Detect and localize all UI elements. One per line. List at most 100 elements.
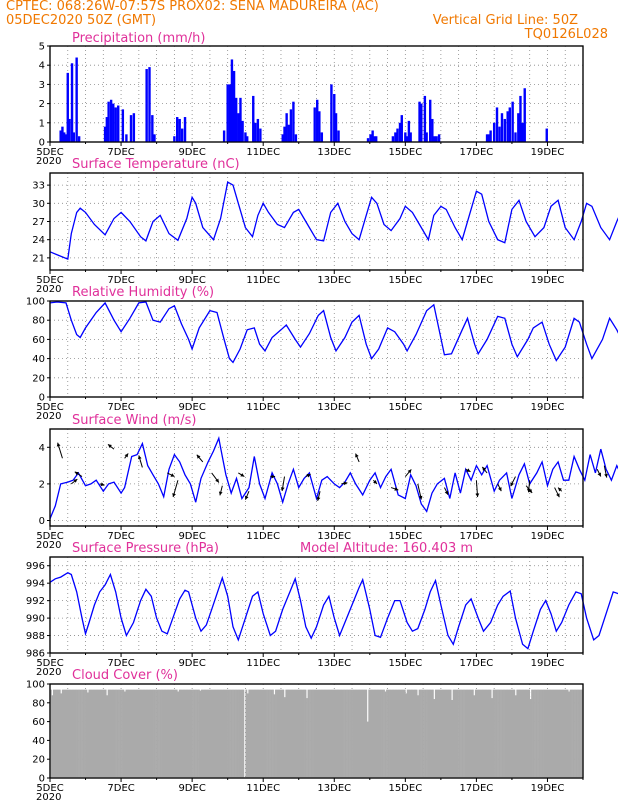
precip-bar (371, 130, 374, 142)
cloud-bar (439, 689, 442, 778)
cloud-bar (354, 689, 357, 778)
cloud-bar (230, 689, 233, 778)
cloud-bar (255, 689, 258, 778)
cloud-bar (467, 689, 470, 778)
cloud-bar (497, 689, 499, 778)
cloud-bar (172, 689, 175, 778)
cloud-bar (565, 689, 568, 778)
cloud-bar (356, 689, 359, 778)
cloud-bar (427, 689, 430, 778)
precip-bar (333, 94, 336, 142)
cloud-bar (411, 689, 414, 778)
cloud-bar (486, 689, 489, 778)
cloud-bar (169, 689, 172, 778)
x-year-label: 2020 (36, 156, 61, 167)
y-tick-label: 100 (26, 680, 45, 691)
wind-arrow-head (215, 478, 219, 483)
cloud-bar (328, 689, 331, 778)
cloud-bar (466, 689, 468, 778)
precip-bar (244, 132, 247, 142)
cloud-bar (406, 689, 409, 778)
cloud-bar (141, 689, 144, 778)
cloud-bar (374, 689, 377, 778)
panel-title: Surface Pressure (hPa) (72, 541, 219, 556)
cloud-bar (217, 689, 220, 778)
precip-bar (183, 117, 187, 142)
cloud-bar (242, 689, 245, 778)
cloud-bar (175, 689, 178, 778)
x-tick-label: 5DEC (36, 275, 63, 286)
y-tick-label: 40 (32, 354, 45, 365)
cloud-bar (128, 689, 131, 778)
precip-bar (230, 59, 234, 142)
cloud-bar (547, 689, 550, 778)
y-tick-label: 3 (39, 80, 45, 91)
cloud-bar (236, 689, 239, 778)
cloud-bar (506, 689, 508, 778)
cloud-bar (519, 689, 522, 778)
cloud-bar (455, 689, 458, 778)
precip-bar (394, 132, 397, 142)
x-tick-label: 13DEC (317, 402, 351, 413)
cloud-bar (474, 689, 477, 778)
cloud-bar (482, 689, 485, 778)
cloud-bar (329, 689, 332, 778)
cloud-bar (224, 689, 227, 778)
cloud-bar (443, 689, 446, 778)
x-tick-label: 9DEC (178, 275, 205, 286)
cloud-bar (116, 689, 119, 778)
cloud-bar (66, 689, 69, 778)
precip-bar (256, 118, 260, 142)
cloud-bar (341, 689, 344, 778)
cloud-bar (337, 689, 340, 778)
precip-bar (173, 136, 176, 142)
precip-bar (514, 132, 517, 142)
cloud-bar (58, 689, 61, 778)
cloud-bar (532, 689, 535, 778)
station-header: CPTEC: 068:26W-07:57S PROX02: SENA MADUR… (6, 0, 379, 14)
cloud-bar (125, 689, 128, 778)
cloud-bar (70, 689, 73, 778)
wind-arrow-head (394, 487, 399, 491)
cloud-bar (551, 689, 554, 778)
cloud-bar (87, 692, 89, 778)
cloud-bar (192, 689, 194, 778)
cloud-bar (113, 689, 116, 778)
wind-arrow-head (444, 490, 449, 495)
x-year-label: 2020 (36, 540, 61, 551)
x-tick-label: 17DEC (460, 783, 494, 794)
cloud-bar (326, 689, 329, 778)
wind-arrow-head (556, 493, 560, 498)
x-year-label: 2020 (36, 411, 61, 422)
cloud-bar (442, 689, 445, 778)
precip-bar (405, 136, 409, 142)
precip-bar (176, 117, 179, 142)
cloud-bar (468, 689, 471, 778)
cloud-bar (408, 689, 411, 778)
cloud-bar (164, 689, 166, 778)
cloud-bar (553, 689, 556, 778)
y-tick-label: 2 (39, 479, 45, 490)
precip-bar (287, 124, 290, 142)
cloud-bar (201, 689, 203, 778)
cloud-bar (238, 689, 240, 778)
cloud-bar (199, 690, 202, 778)
cloud-bar (562, 689, 565, 778)
cloud-bar (278, 689, 280, 778)
cloud-bar (377, 689, 379, 778)
x-year-label: 2020 (36, 667, 61, 678)
x-tick-label: 13DEC (317, 275, 351, 286)
cloud-bar (559, 689, 562, 778)
cloud-bar (150, 689, 153, 778)
precip-bar (61, 126, 64, 142)
cloud-bar (381, 689, 384, 778)
precip-bar (313, 107, 316, 142)
cloud-bar (322, 689, 325, 778)
x-tick-label: 13DEC (317, 147, 351, 158)
cloud-bar (118, 689, 120, 778)
cloud-bar (203, 689, 206, 778)
cloud-bar (232, 689, 234, 778)
cloud-bar (202, 689, 205, 778)
cloud-bar (393, 689, 396, 778)
precip-bar (337, 130, 340, 142)
